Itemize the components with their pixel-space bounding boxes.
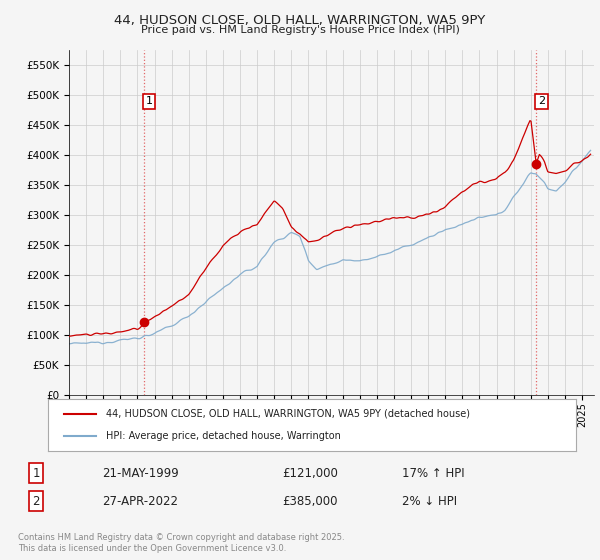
Text: 2: 2 <box>32 494 40 508</box>
Text: £121,000: £121,000 <box>282 466 338 480</box>
Text: £385,000: £385,000 <box>282 494 337 508</box>
Text: Contains HM Land Registry data © Crown copyright and database right 2025.
This d: Contains HM Land Registry data © Crown c… <box>18 533 344 553</box>
Text: 17% ↑ HPI: 17% ↑ HPI <box>402 466 464 480</box>
Text: 21-MAY-1999: 21-MAY-1999 <box>102 466 179 480</box>
Text: 27-APR-2022: 27-APR-2022 <box>102 494 178 508</box>
Text: 1: 1 <box>146 96 152 106</box>
Text: 1: 1 <box>32 466 40 480</box>
Text: 2: 2 <box>538 96 545 106</box>
Text: HPI: Average price, detached house, Warrington: HPI: Average price, detached house, Warr… <box>106 431 341 441</box>
Text: Price paid vs. HM Land Registry's House Price Index (HPI): Price paid vs. HM Land Registry's House … <box>140 25 460 35</box>
Text: 2% ↓ HPI: 2% ↓ HPI <box>402 494 457 508</box>
Text: 44, HUDSON CLOSE, OLD HALL, WARRINGTON, WA5 9PY: 44, HUDSON CLOSE, OLD HALL, WARRINGTON, … <box>115 14 485 27</box>
Text: 44, HUDSON CLOSE, OLD HALL, WARRINGTON, WA5 9PY (detached house): 44, HUDSON CLOSE, OLD HALL, WARRINGTON, … <box>106 409 470 419</box>
